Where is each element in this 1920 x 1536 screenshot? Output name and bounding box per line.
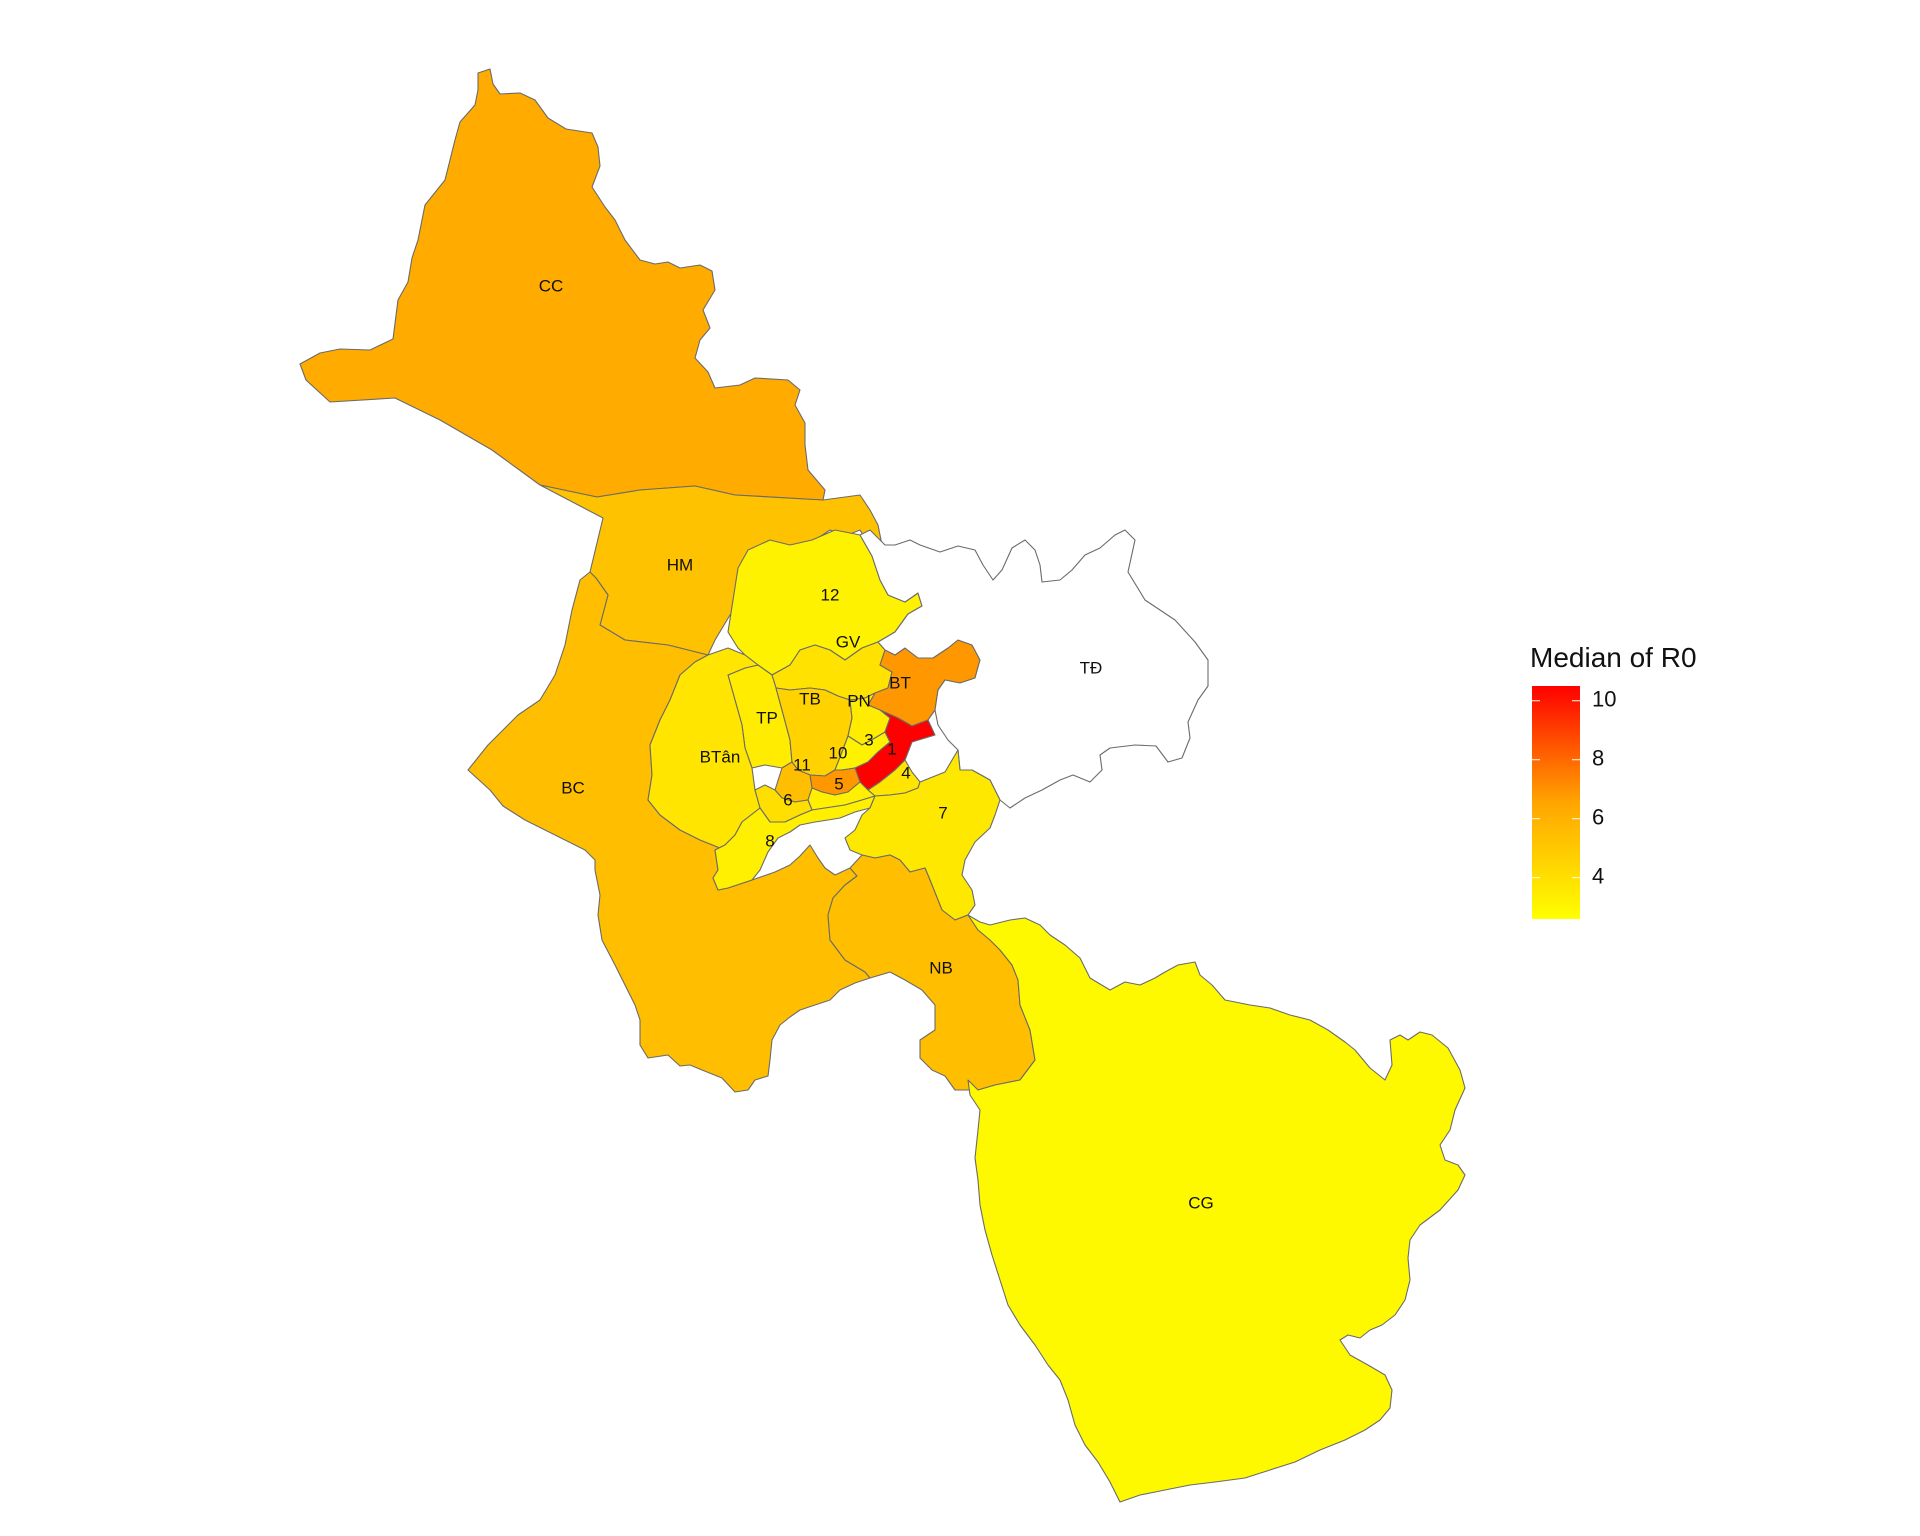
district-label-3: 3 (864, 730, 873, 749)
district-td (859, 529, 1209, 809)
district-label-8: 8 (765, 831, 774, 850)
district-label-hm: HM (667, 555, 693, 574)
district-label-10: 10 (829, 743, 848, 762)
district-labels: CC HM BC 12 GV BT TĐ TB PN TP BTân 11 10 3 14 5 6 8 7 NB CG (539, 276, 1214, 1212)
district-label-gv: GV (836, 632, 861, 651)
district-label-4: 4 (901, 763, 910, 782)
district-label-6: 6 (783, 790, 792, 809)
district-label-td: TĐ (1080, 658, 1103, 677)
districts-layer (299, 68, 1466, 1503)
district-label-pn: PN (847, 691, 871, 710)
legend-tick-label: 8 (1592, 746, 1604, 771)
legend: Median of R0 4 6 8 10 (1530, 642, 1697, 919)
district-label-tp: TP (756, 708, 778, 727)
legend-tick-label: 10 (1592, 687, 1616, 712)
district-label-btan: BTân (700, 747, 741, 766)
district-label-1: 1 (887, 739, 896, 758)
district-8 (712, 795, 876, 891)
legend-ticks: 4 6 8 10 (1532, 687, 1616, 889)
district-cc (299, 68, 826, 501)
district-label-nb: NB (929, 958, 953, 977)
district-label-11: 11 (793, 755, 811, 774)
district-label-bt: BT (889, 673, 911, 692)
district-cg (967, 914, 1466, 1503)
legend-title: Median of R0 (1530, 642, 1697, 673)
district-label-cc: CC (539, 276, 564, 295)
district-label-bc: BC (561, 778, 585, 797)
legend-color-bar (1532, 686, 1580, 919)
legend-tick-label: 4 (1592, 864, 1604, 889)
legend-tick-label: 6 (1592, 805, 1604, 830)
district-label-cg: CG (1188, 1193, 1214, 1212)
district-label-tb: TB (799, 689, 821, 708)
district-label-12: 12 (821, 585, 840, 604)
district-7 (844, 749, 1001, 921)
district-label-7: 7 (938, 803, 947, 822)
district-label-5: 5 (834, 774, 843, 793)
